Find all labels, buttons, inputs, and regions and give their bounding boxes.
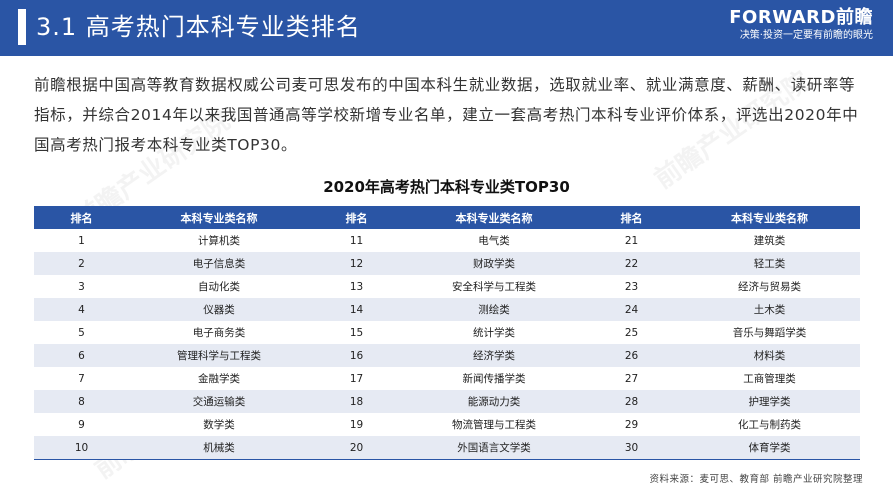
table-title: 2020年高考热门本科专业类TOP30 <box>323 178 570 196</box>
rank-cell: 18 <box>309 390 404 413</box>
rank-cell: 4 <box>34 298 129 321</box>
major-cell: 自动化类 <box>129 275 309 298</box>
major-cell: 工商管理类 <box>679 367 860 390</box>
major-cell: 体育学类 <box>679 436 860 460</box>
rank-cell: 3 <box>34 275 129 298</box>
header-major: 本科专业类名称 <box>129 206 309 229</box>
source-note: 资料来源：麦可思、教育部 前瞻产业研究院整理 <box>649 474 863 485</box>
page-title: 3.1 高考热门本科专业类排名 <box>36 13 361 41</box>
logo-slogan: 决策·投资一定要有前瞻的眼光 <box>739 30 873 41</box>
header-accent-bar <box>18 9 26 45</box>
major-cell: 能源动力类 <box>404 390 584 413</box>
major-cell: 财政学类 <box>404 252 584 275</box>
major-cell: 金融学类 <box>129 367 309 390</box>
rank-cell: 20 <box>309 436 404 460</box>
table-row: 3 自动化类 13 安全科学与工程类 23 经济与贸易类 <box>34 275 860 298</box>
rank-cell: 25 <box>584 321 679 344</box>
table-row: 8 交通运输类 18 能源动力类 28 护理学类 <box>34 390 860 413</box>
rank-cell: 6 <box>34 344 129 367</box>
table-row: 7 金融学类 17 新闻传播学类 27 工商管理类 <box>34 367 860 390</box>
table-row: 2 电子信息类 12 财政学类 22 轻工类 <box>34 252 860 275</box>
major-cell: 经济学类 <box>404 344 584 367</box>
rank-cell: 26 <box>584 344 679 367</box>
rank-cell: 21 <box>584 229 679 252</box>
major-cell: 护理学类 <box>679 390 860 413</box>
rank-cell: 16 <box>309 344 404 367</box>
rank-cell: 15 <box>309 321 404 344</box>
table-row: 5 电子商务类 15 统计学类 25 音乐与舞蹈学类 <box>34 321 860 344</box>
ranking-table: 排名 本科专业类名称 排名 本科专业类名称 排名 本科专业类名称 1 计算机类 11… <box>34 206 860 460</box>
table-row: 1 计算机类 11 电气类 21 建筑类 <box>34 229 860 252</box>
major-cell: 新闻传播学类 <box>404 367 584 390</box>
rank-cell: 2 <box>34 252 129 275</box>
major-cell: 机械类 <box>129 436 309 460</box>
rank-cell: 5 <box>34 321 129 344</box>
rank-cell: 27 <box>584 367 679 390</box>
rank-cell: 24 <box>584 298 679 321</box>
major-cell: 材料类 <box>679 344 860 367</box>
rank-cell: 8 <box>34 390 129 413</box>
brand-logo: FORWARD前瞻 决策·投资一定要有前瞻的眼光 <box>729 8 873 44</box>
major-cell: 外国语言文学类 <box>404 436 584 460</box>
major-cell: 土木类 <box>679 298 860 321</box>
major-cell: 物流管理与工程类 <box>404 413 584 436</box>
rank-cell: 23 <box>584 275 679 298</box>
table-header-row: 排名 本科专业类名称 排名 本科专业类名称 排名 本科专业类名称 <box>34 206 860 229</box>
header-rank: 排名 <box>584 206 679 229</box>
header-rank: 排名 <box>309 206 404 229</box>
rank-cell: 14 <box>309 298 404 321</box>
major-cell: 轻工类 <box>679 252 860 275</box>
rank-cell: 28 <box>584 390 679 413</box>
major-cell: 仪器类 <box>129 298 309 321</box>
header-rank: 排名 <box>34 206 129 229</box>
table-row: 10 机械类 20 外国语言文学类 30 体育学类 <box>34 436 860 460</box>
major-cell: 音乐与舞蹈学类 <box>679 321 860 344</box>
rank-cell: 12 <box>309 252 404 275</box>
major-cell: 交通运输类 <box>129 390 309 413</box>
table-row: 9 数学类 19 物流管理与工程类 29 化工与制药类 <box>34 413 860 436</box>
rank-cell: 17 <box>309 367 404 390</box>
major-cell: 经济与贸易类 <box>679 275 860 298</box>
logo-text: FORWARD前瞻 <box>729 7 873 28</box>
major-cell: 建筑类 <box>679 229 860 252</box>
major-cell: 计算机类 <box>129 229 309 252</box>
rank-cell: 9 <box>34 413 129 436</box>
header-major: 本科专业类名称 <box>679 206 860 229</box>
major-cell: 安全科学与工程类 <box>404 275 584 298</box>
major-cell: 电子商务类 <box>129 321 309 344</box>
rank-cell: 19 <box>309 413 404 436</box>
rank-cell: 11 <box>309 229 404 252</box>
rank-cell: 13 <box>309 275 404 298</box>
major-cell: 化工与制药类 <box>679 413 860 436</box>
rank-cell: 22 <box>584 252 679 275</box>
rank-cell: 29 <box>584 413 679 436</box>
major-cell: 电子信息类 <box>129 252 309 275</box>
major-cell: 管理科学与工程类 <box>129 344 309 367</box>
table-row: 4 仪器类 14 测绘类 24 土木类 <box>34 298 860 321</box>
rank-cell: 1 <box>34 229 129 252</box>
rank-cell: 10 <box>34 436 129 460</box>
major-cell: 测绘类 <box>404 298 584 321</box>
table-row: 6 管理科学与工程类 16 经济学类 26 材料类 <box>34 344 860 367</box>
major-cell: 数学类 <box>129 413 309 436</box>
header-major: 本科专业类名称 <box>404 206 584 229</box>
rank-cell: 30 <box>584 436 679 460</box>
major-cell: 电气类 <box>404 229 584 252</box>
major-cell: 统计学类 <box>404 321 584 344</box>
rank-cell: 7 <box>34 367 129 390</box>
intro-paragraph: 前瞻根据中国高等教育数据权威公司麦可思发布的中国本科生就业数据，选取就业率、就业… <box>34 76 859 154</box>
header-banner: 3.1 高考热门本科专业类排名 FORWARD前瞻 决策·投资一定要有前瞻的眼光 <box>0 0 893 56</box>
